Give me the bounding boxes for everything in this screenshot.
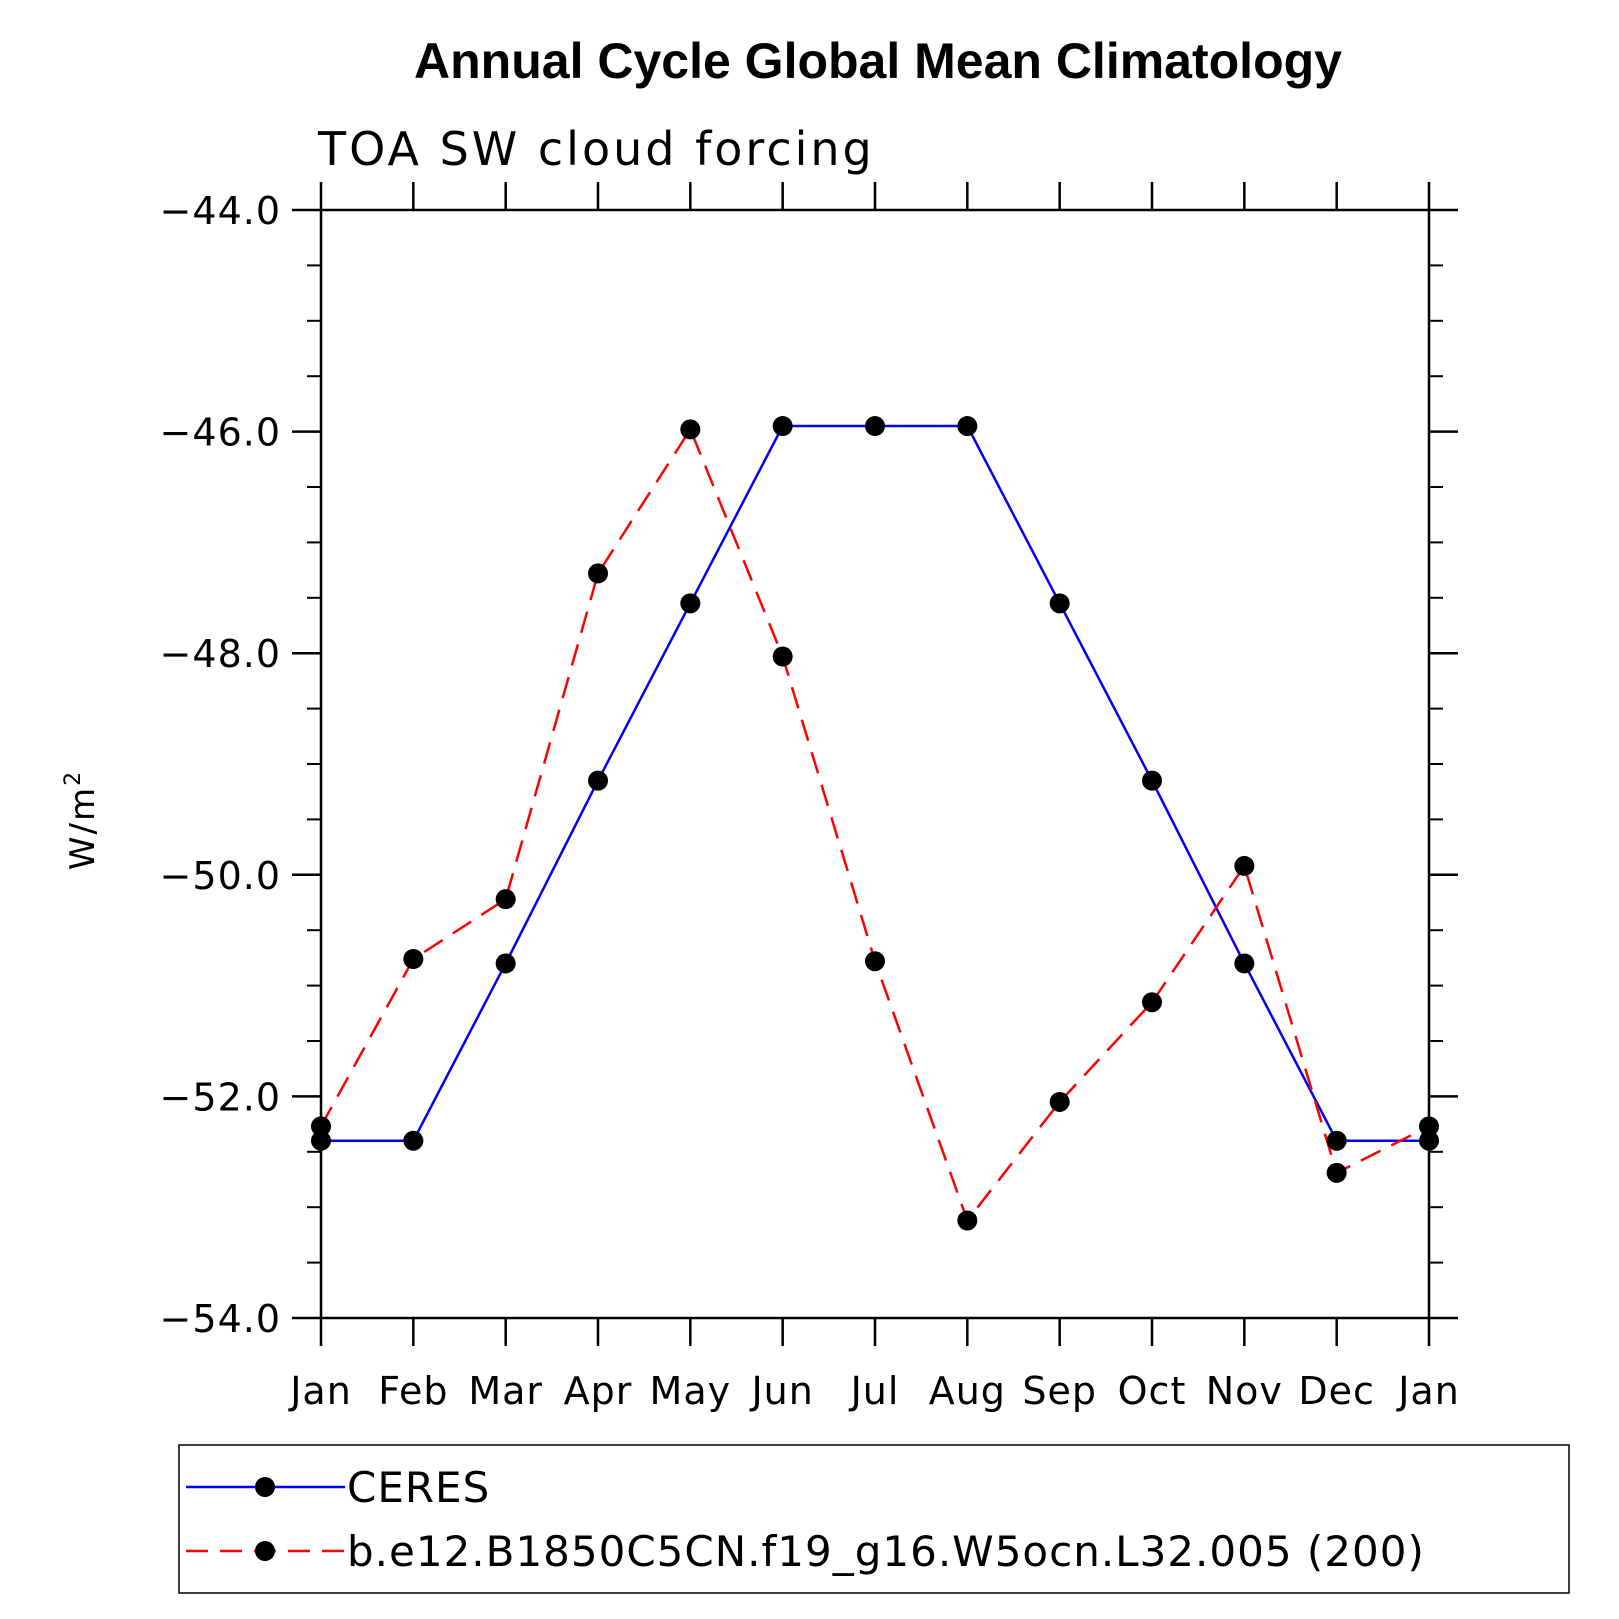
data-point-series-1 <box>1326 1130 1347 1151</box>
plot-frame <box>319 208 1431 1320</box>
x-tick-label: Aug <box>929 1369 1006 1413</box>
data-point-series-2 <box>495 889 516 910</box>
x-tick-label: Jun <box>749 1369 813 1413</box>
data-point-series-2 <box>403 949 424 970</box>
x-tick-label: Mar <box>468 1369 543 1413</box>
legend-label-series-2: b.e12.B1850C5CN.f19_g16.W5ocn.L32.005 (2… <box>347 1527 1425 1576</box>
x-tick-labels: Jan Feb Mar Apr May Jun Jul Aug Sep Oct Nov Dec Jan <box>288 1369 1460 1413</box>
data-point-series-2 <box>588 563 608 584</box>
x-tick-label: May <box>650 1369 732 1413</box>
legend-label-series-1: CERES <box>347 1463 490 1512</box>
data-point-series-2 <box>1142 992 1162 1013</box>
series-line-1 <box>321 424 1429 1142</box>
data-point-series-1 <box>1049 593 1070 614</box>
data-point-series-1 <box>588 770 608 791</box>
y-axis-label-superscript: 2 <box>61 770 86 786</box>
legend-item-series-2: b.e12.B1850C5CN.f19_g16.W5ocn.L32.005 (2… <box>186 1527 1425 1576</box>
data-point-series-1 <box>495 953 516 974</box>
data-point-series-2 <box>1234 855 1255 876</box>
data-point-series-2 <box>1419 1116 1439 1137</box>
x-tick-label: Feb <box>378 1369 448 1413</box>
data-point-series-2 <box>957 1210 978 1231</box>
legend-marker-series-1 <box>255 1477 275 1497</box>
data-point-series-1 <box>865 416 885 437</box>
y-tick-label: −54.0 <box>160 1297 281 1341</box>
data-point-series-2 <box>680 419 701 440</box>
y-tick-label: −46.0 <box>160 411 281 455</box>
x-tick-label: Jan <box>1396 1369 1460 1413</box>
data-point-series-1 <box>1419 1130 1439 1151</box>
series-group <box>311 416 1439 1231</box>
chart-title: Annual Cycle Global Mean Climatology <box>414 33 1342 89</box>
data-point-series-1 <box>1234 953 1255 974</box>
x-tick-label: Oct <box>1118 1369 1187 1413</box>
series-line-2 <box>319 426 1430 1224</box>
data-point-series-2 <box>311 1116 331 1137</box>
y-tick-labels: −44.0 −46.0 −48.0 −50.0 −52.0 −54.0 <box>160 189 281 1341</box>
data-point-series-1 <box>403 1130 424 1151</box>
x-tick-label: Jul <box>849 1369 900 1413</box>
y-axis-label-text: W/m <box>63 786 103 870</box>
data-point-series-2 <box>1326 1162 1347 1183</box>
x-tick-label: Dec <box>1298 1369 1375 1413</box>
x-tick-label: Jan <box>288 1369 352 1413</box>
data-point-series-1 <box>680 593 701 614</box>
x-tick-label: Sep <box>1022 1369 1097 1413</box>
data-point-series-1 <box>957 416 978 437</box>
y-tick-label: −48.0 <box>160 632 281 676</box>
axis-ticks <box>292 182 1458 1346</box>
x-tick-label: Nov <box>1206 1369 1283 1413</box>
data-point-series-1 <box>1142 770 1162 791</box>
y-axis-label: W/m2 <box>61 770 103 870</box>
data-point-series-2 <box>1049 1091 1070 1112</box>
legend-marker-series-2 <box>255 1541 275 1561</box>
chart-subtitle: TOA SW cloud forcing <box>317 122 875 176</box>
y-tick-label: −50.0 <box>160 854 281 898</box>
y-tick-label: −52.0 <box>160 1075 281 1119</box>
data-point-series-2 <box>772 646 793 667</box>
x-tick-label: Apr <box>564 1369 633 1413</box>
data-point-series-1 <box>772 416 793 437</box>
legend: CERES b.e12.B1850C5CN.f19_g16.W5ocn.L32.… <box>178 1444 1570 1594</box>
data-point-series-2 <box>865 951 885 972</box>
data-point-series-1 <box>311 1130 331 1151</box>
y-tick-label: −44.0 <box>160 189 281 233</box>
legend-item-series-1: CERES <box>186 1463 490 1512</box>
legend-box <box>178 1444 1570 1594</box>
